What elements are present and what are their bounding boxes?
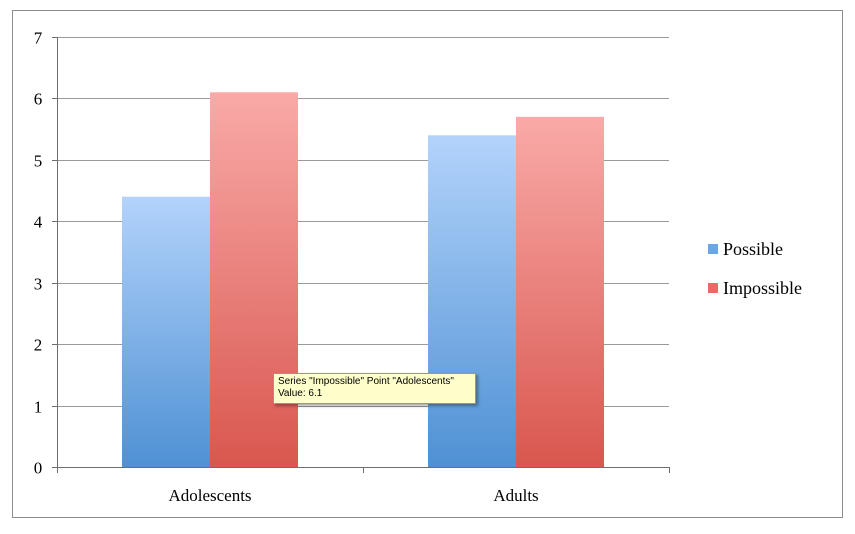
legend: Possible Impossible xyxy=(708,236,802,314)
x-tick-label: Adolescents xyxy=(168,486,251,505)
x-tick-label: Adults xyxy=(493,486,538,505)
bar-impossible-adults[interactable] xyxy=(516,116,604,467)
bars xyxy=(122,92,604,468)
y-tick-label: 6 xyxy=(34,90,43,109)
bar-impossible-adolescents[interactable] xyxy=(210,92,298,468)
y-tick-label: 4 xyxy=(34,213,43,232)
bar-possible-adults[interactable] xyxy=(428,135,516,468)
tick-labels: 0 1 2 3 4 5 6 7 Adolescents Adults xyxy=(34,29,539,506)
bar-possible-adolescents[interactable] xyxy=(122,196,210,467)
tooltip-value-line: Value: 6.1 xyxy=(278,388,323,399)
y-tick-label: 3 xyxy=(34,275,43,294)
legend-label-possible: Possible xyxy=(723,238,784,259)
legend-label-impossible: Impossible xyxy=(723,277,802,298)
y-tick-label: 7 xyxy=(34,29,43,48)
y-tick-label: 1 xyxy=(34,398,43,417)
legend-swatch-possible xyxy=(708,244,718,254)
data-point-tooltip: Series "Impossible" Point "Adolescents" … xyxy=(273,373,476,404)
tooltip-series-line: Series "Impossible" Point "Adolescents" xyxy=(278,376,454,387)
legend-item-possible[interactable]: Possible xyxy=(708,236,802,262)
y-tick-label: 2 xyxy=(34,336,43,355)
legend-item-impossible[interactable]: Impossible xyxy=(708,275,802,301)
legend-swatch-impossible xyxy=(708,283,718,293)
y-tick-label: 5 xyxy=(34,152,43,171)
axes xyxy=(52,37,670,473)
y-tick-label: 0 xyxy=(34,459,43,478)
